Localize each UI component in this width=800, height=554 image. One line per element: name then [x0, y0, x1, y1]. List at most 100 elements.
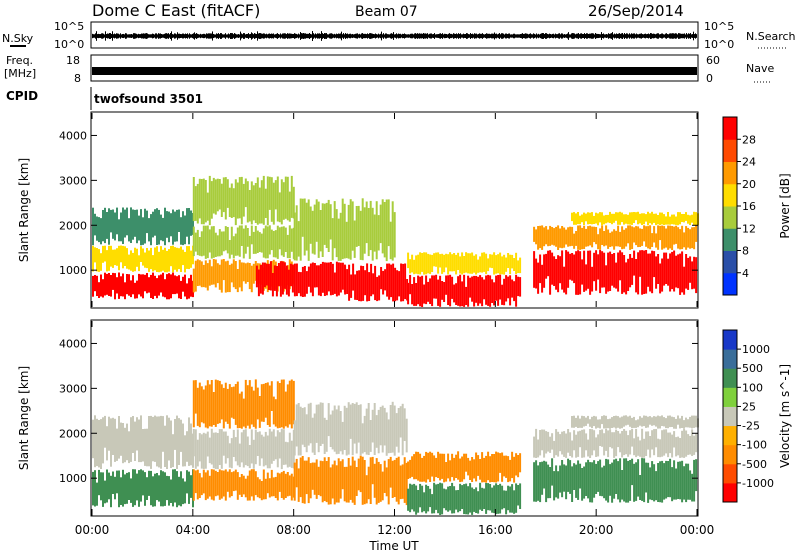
nsky-sample	[478, 33, 479, 39]
echo-column	[365, 201, 368, 244]
echo-column	[373, 463, 376, 498]
echo-column	[549, 436, 552, 453]
echo-column	[305, 271, 308, 294]
nsky-sample	[483, 34, 484, 38]
echo-column	[629, 225, 632, 250]
echo-column	[609, 418, 611, 429]
echo-column	[631, 226, 634, 249]
echo-column	[196, 183, 199, 224]
nsky-sample	[433, 34, 434, 38]
nsky-sample	[558, 33, 559, 39]
echo-column	[411, 254, 414, 273]
nsky-sample	[687, 34, 688, 38]
echo-column	[329, 204, 332, 240]
echo-column	[256, 477, 259, 498]
colorbar-tick-label: 1000	[742, 343, 770, 356]
echo-column	[94, 470, 96, 507]
echo-column	[643, 415, 645, 427]
echo-column	[270, 469, 273, 497]
echo-column	[132, 469, 134, 507]
nsky-sample	[440, 33, 441, 39]
echo-column	[533, 436, 536, 458]
nsky-sample	[149, 34, 150, 38]
nsky-sample	[504, 34, 505, 38]
nsky-sample	[630, 34, 631, 38]
echo-column	[677, 227, 680, 249]
echo-column	[278, 227, 281, 250]
echo-column	[609, 464, 612, 496]
echo-column	[224, 431, 227, 464]
echo-column	[497, 485, 500, 514]
echo-column	[679, 229, 682, 250]
nsky-sample	[559, 33, 560, 39]
echo-column	[417, 254, 420, 275]
echo-column	[689, 470, 692, 500]
echo-column	[371, 409, 374, 443]
nsky-sample	[285, 33, 286, 39]
echo-column	[559, 256, 562, 284]
echo-column	[246, 262, 249, 282]
echo-column	[503, 254, 506, 275]
echo-column	[301, 266, 304, 297]
echo-column	[315, 404, 318, 443]
echo-column	[152, 211, 154, 238]
echo-column	[581, 415, 583, 428]
echo-column	[537, 262, 540, 294]
colorbar-block	[723, 368, 737, 388]
echo-column	[158, 275, 160, 296]
echo-column	[567, 458, 570, 492]
echo-column	[677, 436, 680, 456]
echo-column	[96, 482, 98, 506]
echo-column	[603, 415, 605, 429]
echo-column	[311, 417, 314, 453]
nsky-sample	[640, 33, 641, 39]
echo-column	[667, 415, 669, 429]
echo-column	[579, 418, 581, 428]
nsky-sample	[333, 34, 334, 38]
nsky-sample	[349, 33, 350, 39]
echo-column	[593, 215, 595, 224]
echo-column	[695, 225, 698, 242]
echo-column	[615, 230, 618, 247]
echo-column	[232, 471, 235, 492]
echo-column	[386, 263, 389, 297]
echo-column	[643, 438, 646, 458]
echo-column	[228, 187, 231, 217]
echo-column	[591, 416, 593, 429]
echo-column	[172, 434, 174, 468]
echo-column	[407, 488, 410, 511]
cpid-value: twofsound 3501	[94, 92, 203, 106]
nsky-sample	[623, 34, 624, 38]
echo-column	[156, 246, 158, 272]
echo-column	[374, 265, 377, 301]
nsky-sample	[115, 34, 116, 38]
nsky-sample	[428, 34, 429, 38]
echo-column	[186, 431, 188, 462]
nsky-sample	[247, 33, 248, 39]
nsky-sample	[497, 34, 498, 38]
echo-column	[623, 415, 625, 427]
nsky-sample	[476, 33, 477, 39]
nsky-sample	[501, 33, 502, 39]
echo-column	[360, 265, 363, 302]
echo-column	[631, 257, 634, 285]
echo-column	[160, 214, 162, 241]
echo-column	[537, 439, 540, 458]
echo-column	[262, 175, 265, 225]
echo-column	[198, 433, 201, 462]
echo-column	[533, 226, 536, 242]
nsky-sample	[626, 33, 627, 39]
echo-column	[587, 459, 590, 499]
echo-column	[184, 481, 186, 504]
echo-column	[94, 247, 96, 263]
echo-column	[681, 214, 683, 222]
nsky-sample	[397, 34, 398, 38]
echo-column	[176, 276, 178, 294]
colorbar-tick-label: -1000	[742, 477, 774, 490]
nsky-sample	[500, 34, 501, 38]
echo-column	[158, 209, 160, 245]
nsky-sample	[197, 33, 198, 39]
echo-column	[511, 484, 514, 513]
nsky-sample	[144, 33, 145, 39]
nsky-sample	[281, 34, 282, 38]
